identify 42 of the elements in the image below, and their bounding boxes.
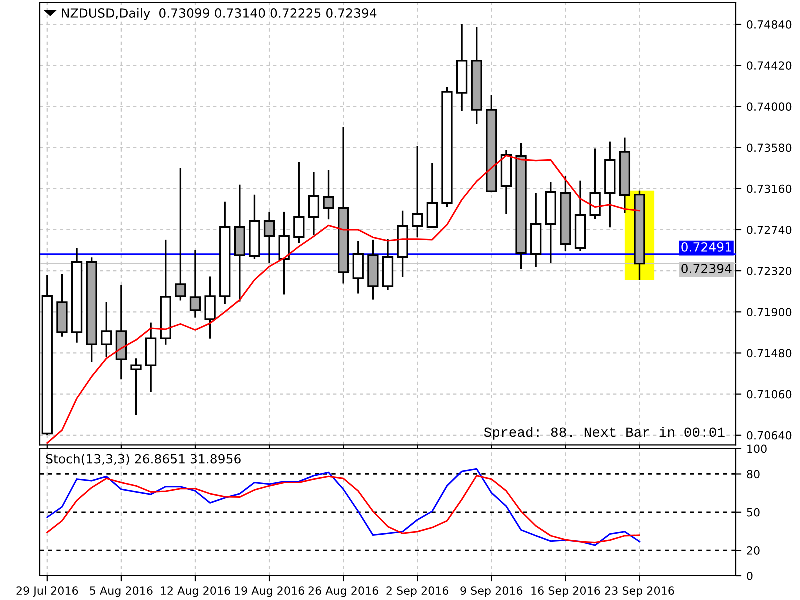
x-tick-label: 23 Sep 2016 (605, 586, 674, 598)
y-tick-label: 0.73160 (747, 184, 792, 194)
y-tick-label: 0 (747, 572, 753, 580)
x-tick-label: 16 Sep 2016 (532, 586, 600, 598)
candlestick (590, 148, 601, 220)
candlestick (308, 171, 320, 236)
chart-title: Stoch(13,3,3) 26.8651 31.8956 (46, 454, 241, 466)
x-tick-label: 5 Aug 2016 (90, 586, 153, 598)
y-tick-label: 0.70640 (747, 431, 792, 440)
candlestick (323, 169, 334, 220)
x-tick-label: 26 Aug 2016 (308, 586, 378, 598)
x-tick-label: 12 Aug 2016 (161, 586, 230, 598)
y-tick-label: 80 (747, 470, 760, 479)
y-tick-label: 0.74840 (747, 20, 792, 29)
x-tick-label: 29 Jul 2016 (16, 586, 78, 598)
ref-line-label: 0.72491 (682, 242, 732, 252)
y-tick-label: 0.72740 (747, 226, 792, 234)
y-tick-label: 20 (747, 546, 760, 555)
x-tick-label: 9 Sep 2016 (460, 586, 523, 598)
candlestick (101, 301, 112, 358)
annotation: Spread: 88. Next Bar in 00:01 (484, 426, 725, 440)
candlestick (130, 358, 142, 416)
ref-line-label: 0.72394 (682, 264, 732, 274)
x-tick-label: 19 Aug 2016 (235, 586, 304, 598)
candlestick (412, 146, 424, 238)
y-tick-label: 0.71900 (747, 308, 792, 317)
y-tick-label: 100 (748, 444, 767, 454)
x-tick-label: 2 Sep 2016 (386, 586, 449, 598)
candlestick (264, 211, 276, 264)
y-tick-label: 50 (747, 508, 760, 517)
chart-title: NZDUSD,Daily 0.73099 0.73140 0.72225 0.72394 (62, 8, 377, 20)
y-tick-label: 0.71480 (747, 349, 792, 358)
candlestick (294, 161, 305, 244)
candlestick (190, 249, 202, 319)
y-tick-label: 0.74000 (747, 102, 792, 112)
y-tick-label: 0.71060 (747, 390, 792, 399)
candlestick (204, 276, 216, 340)
candlestick (278, 211, 290, 296)
y-tick-label: 0.73580 (747, 144, 792, 152)
candlestick (175, 167, 186, 302)
y-tick-label: 0.72320 (747, 267, 792, 276)
y-tick-label: 0.74420 (747, 62, 792, 70)
